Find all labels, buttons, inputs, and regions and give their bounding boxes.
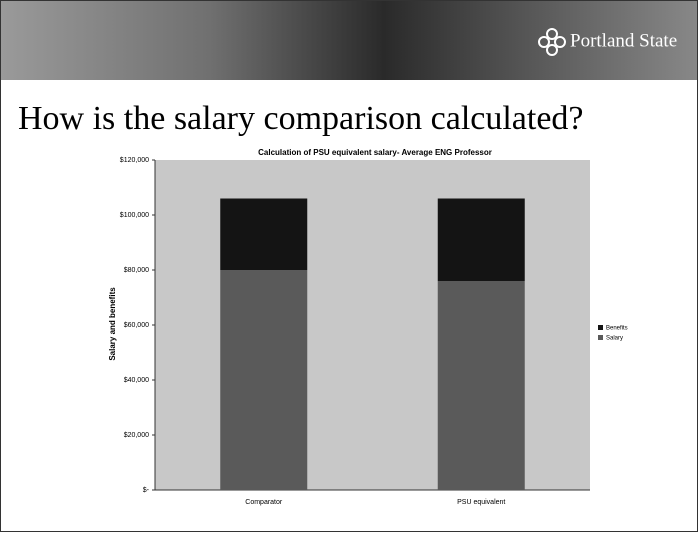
logo-icon <box>538 28 566 56</box>
bar-segment <box>220 270 308 490</box>
legend-swatch <box>598 325 603 330</box>
y-tick-label: $- <box>143 487 150 494</box>
header-band <box>0 0 698 80</box>
y-tick-label: $20,000 <box>124 432 149 439</box>
y-axis-label: Salary and benefits <box>108 287 117 361</box>
x-tick-label: PSU equivalent <box>457 499 505 506</box>
y-tick-label: $40,000 <box>124 377 149 384</box>
y-tick-label: $120,000 <box>120 157 149 164</box>
y-tick-label: $80,000 <box>124 267 149 274</box>
y-tick-label: $60,000 <box>124 322 149 329</box>
chart-title: Calculation of PSU equivalent salary- Av… <box>258 148 492 157</box>
x-tick-label: Comparator <box>245 499 283 506</box>
bar-segment <box>220 198 308 270</box>
y-tick-label: $100,000 <box>120 212 149 219</box>
legend-swatch <box>598 335 603 340</box>
bar-segment <box>437 198 525 281</box>
bar-segment <box>437 281 525 490</box>
slide-title: How is the salary comparison calculated? <box>18 100 584 137</box>
legend-label: Benefits <box>606 326 628 332</box>
logo-text: Portland State <box>570 30 677 51</box>
legend-label: Salary <box>606 336 623 342</box>
